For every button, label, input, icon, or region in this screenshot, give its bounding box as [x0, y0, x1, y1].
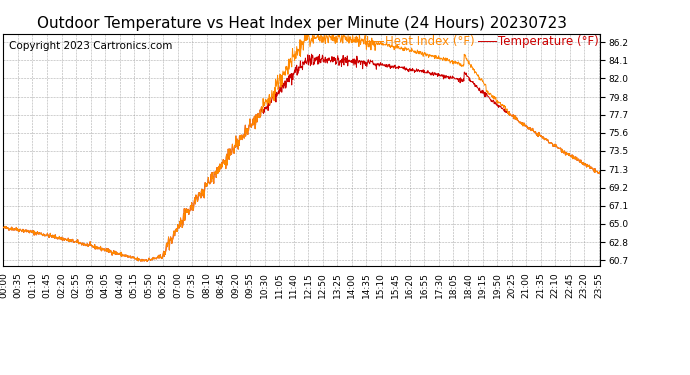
Heat Index (°F): [0, 225, 8, 230]
Heat Index (°F): [300, 33, 308, 38]
Temperature (°F): [596, 171, 604, 176]
Temperature (°F): [143, 259, 151, 264]
Title: Outdoor Temperature vs Heat Index per Minute (24 Hours) 20230723: Outdoor Temperature vs Heat Index per Mi…: [37, 16, 567, 31]
Temperature (°F): [0, 225, 8, 230]
Heat Index (°F): [132, 256, 140, 261]
Heat Index (°F): [526, 126, 534, 130]
Heat Index (°F): [199, 190, 208, 195]
Temperature (°F): [132, 256, 140, 261]
Legend: Heat Index (°F), Temperature (°F): Heat Index (°F), Temperature (°F): [365, 35, 599, 48]
Line: Temperature (°F): Temperature (°F): [3, 54, 600, 261]
Text: Copyright 2023 Cartronics.com: Copyright 2023 Cartronics.com: [10, 41, 172, 51]
Temperature (°F): [199, 190, 208, 195]
Heat Index (°F): [395, 46, 404, 51]
Line: Heat Index (°F): Heat Index (°F): [3, 36, 600, 261]
Heat Index (°F): [473, 73, 482, 77]
Heat Index (°F): [596, 171, 604, 176]
Temperature (°F): [473, 85, 482, 90]
Temperature (°F): [117, 254, 126, 259]
Temperature (°F): [308, 52, 316, 56]
Temperature (°F): [526, 126, 534, 130]
Heat Index (°F): [117, 254, 126, 259]
Heat Index (°F): [143, 259, 151, 264]
Temperature (°F): [395, 64, 404, 69]
